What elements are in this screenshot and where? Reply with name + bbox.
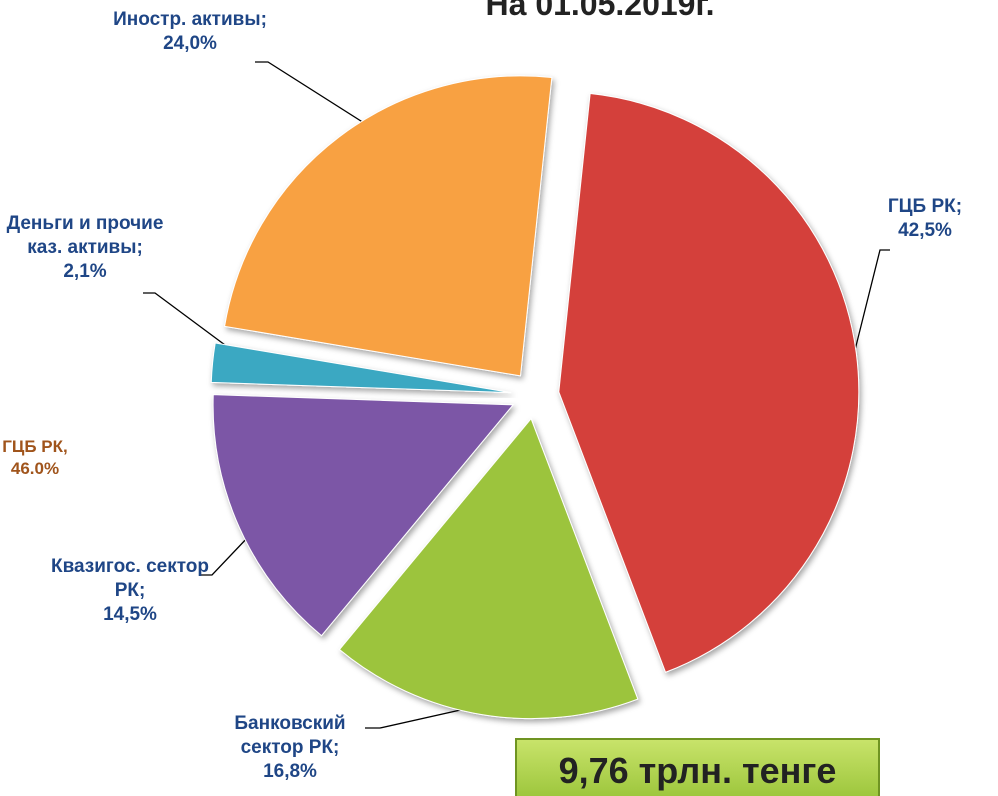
value-label: 42,5%: [898, 220, 952, 241]
category-label: Квазигос. сектор РК;: [50, 556, 209, 601]
side-note: ГЦБ РК, 46.0%: [0, 436, 90, 480]
category-label: Иностр. активы;: [113, 9, 267, 30]
slice-label: Квазигос. сектор РК; 14,5%: [45, 555, 215, 627]
side-note-line: ГЦБ РК,: [2, 437, 68, 456]
value-label: 14,5%: [103, 604, 157, 625]
chart-title: На 01.05.2019г.: [485, 0, 715, 22]
category-label: Деньги и прочие каз. активы;: [6, 213, 164, 258]
slice-label: Банковский сектор РК; 16,8%: [205, 712, 375, 784]
pie-slice: [338, 417, 639, 720]
pie-slice: [212, 394, 515, 637]
leader-line: [854, 249, 890, 351]
slice-label: Иностр. активы; 24,0%: [105, 8, 275, 56]
pie-slice: [224, 75, 553, 377]
leader-line: [143, 292, 226, 346]
category-label: Банковский сектор РК;: [234, 713, 346, 758]
leader-line: [255, 61, 373, 129]
leader-line: [200, 534, 251, 576]
value-label: 16,8%: [263, 761, 317, 782]
pie-slice: [210, 342, 512, 394]
category-label: ГЦБ РК;: [887, 196, 963, 217]
slice-label: ГЦБ РК; 42,5%: [840, 195, 998, 243]
total-box: 9,76 трлн. тенге: [515, 738, 880, 796]
pie-slice: [558, 92, 860, 673]
side-note-line: 46.0%: [10, 459, 60, 478]
value-label: 2,1%: [63, 261, 107, 282]
value-label: 24,0%: [163, 33, 217, 54]
slice-label: Деньги и прочие каз. активы; 2,1%: [0, 212, 170, 284]
